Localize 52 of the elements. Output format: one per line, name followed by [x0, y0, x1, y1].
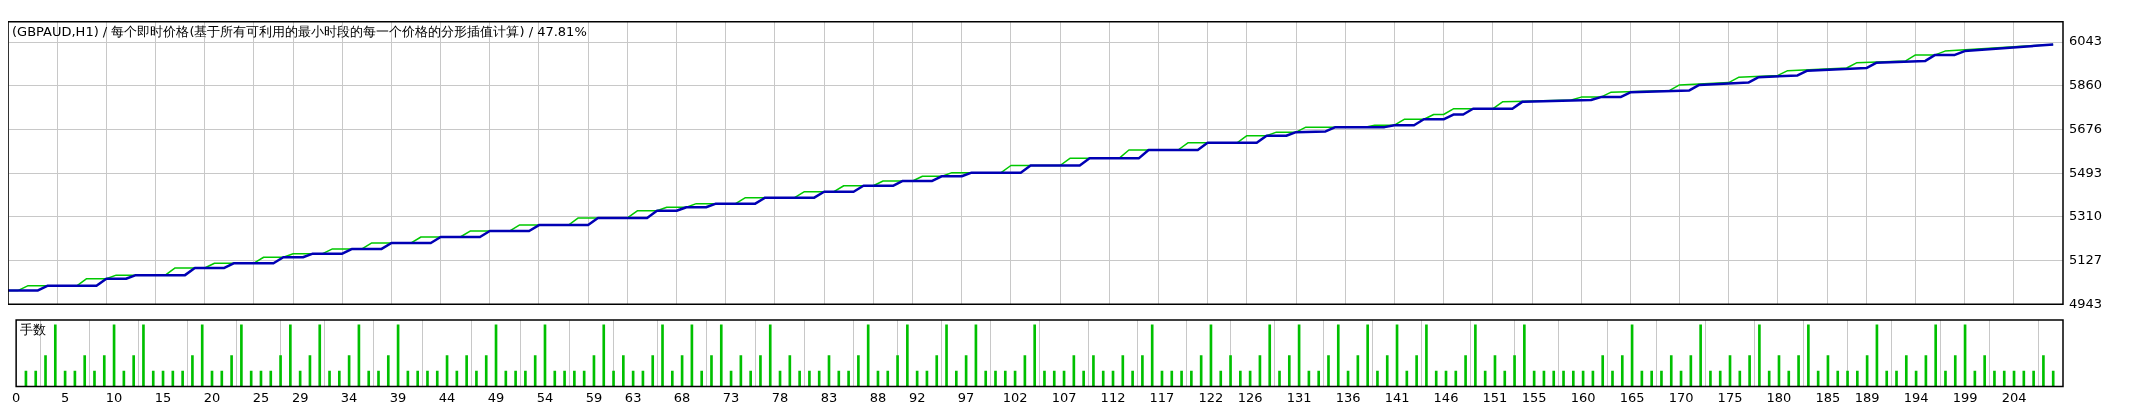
- x-tick-label: 160: [1570, 389, 1596, 405]
- x-tick-label: 126: [1237, 389, 1263, 405]
- x-tick-label: 63: [624, 389, 642, 405]
- x-tick-label: 83: [820, 389, 838, 405]
- x-tick-label: 204: [2001, 389, 2027, 405]
- x-tick-label: 15: [154, 389, 172, 405]
- x-tick-label: 34: [340, 389, 358, 405]
- x-tick-label: 5: [60, 389, 70, 405]
- x-tick-label: 49: [487, 389, 505, 405]
- y-tick-label: 5676: [2069, 120, 2103, 136]
- chart-title: (GBPAUD,H1) / 每个即时价格(基于所有可利用的最小时段的每一个价格的分形插值计算) / 47.81%: [12, 23, 587, 39]
- x-tick-label: 194: [1903, 389, 1929, 405]
- chart-title: 手数: [20, 321, 47, 337]
- x-tick-label: 78: [771, 389, 789, 405]
- x-tick-label: 155: [1521, 389, 1547, 405]
- y-tick-label: 5127: [2069, 251, 2103, 267]
- x-tick-label: 25: [252, 389, 270, 405]
- x-tick-label: 185: [1815, 389, 1841, 405]
- x-tick-label: 175: [1717, 389, 1743, 405]
- x-tick-label: 107: [1051, 389, 1077, 405]
- x-tick-label: 146: [1433, 389, 1459, 405]
- x-tick-label: 189: [1854, 389, 1880, 405]
- x-tick-label: 20: [203, 389, 221, 405]
- x-tick-label: 97: [957, 389, 975, 405]
- x-tick-label: 0: [11, 389, 21, 405]
- x-tick-label: 151: [1482, 389, 1508, 405]
- x-tick-label: 170: [1668, 389, 1694, 405]
- y-tick-label: 5310: [2069, 208, 2103, 224]
- x-tick-label: 92: [908, 389, 926, 405]
- x-tick-label: 165: [1619, 389, 1645, 405]
- x-tick-label: 112: [1100, 389, 1126, 405]
- x-tick-label: 73: [722, 389, 740, 405]
- x-tick-label: 117: [1149, 389, 1175, 405]
- x-tick-label: 141: [1384, 389, 1410, 405]
- x-tick-label: 39: [389, 389, 407, 405]
- x-tick-label: 102: [1002, 389, 1028, 405]
- y-tick-label: 5860: [2069, 77, 2103, 93]
- y-tick-label: 6043: [2069, 33, 2103, 49]
- x-tick-label: 68: [673, 389, 691, 405]
- x-tick-label: 44: [438, 389, 456, 405]
- x-tick-label: 29: [291, 389, 309, 405]
- x-tick-label: 59: [585, 389, 603, 405]
- x-tick-label: 88: [869, 389, 887, 405]
- x-tick-label: 131: [1286, 389, 1312, 405]
- x-tick-label: 54: [536, 389, 554, 405]
- x-tick-label: 199: [1952, 389, 1978, 405]
- x-tick-label: 136: [1335, 389, 1361, 405]
- x-tick-label: 10: [105, 389, 123, 405]
- y-tick-label: 5493: [2069, 164, 2103, 180]
- x-tick-label: 122: [1198, 389, 1224, 405]
- y-tick-label: 4943: [2069, 295, 2103, 311]
- x-tick-label: 180: [1766, 389, 1792, 405]
